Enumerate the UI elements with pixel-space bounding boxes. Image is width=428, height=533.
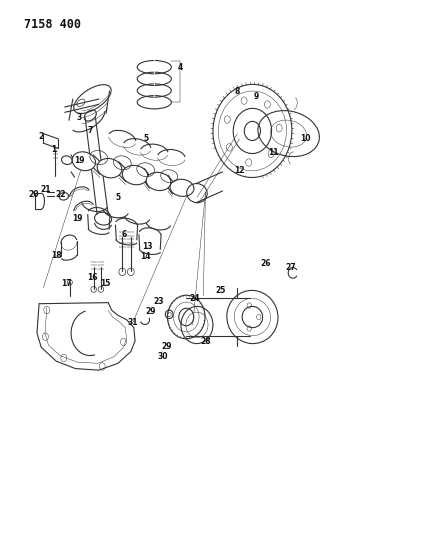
Text: 5: 5 xyxy=(143,134,149,143)
Text: 31: 31 xyxy=(128,318,138,327)
Text: 14: 14 xyxy=(140,253,151,261)
Text: 12: 12 xyxy=(235,166,245,175)
Text: 8: 8 xyxy=(235,86,240,95)
Text: 3: 3 xyxy=(77,113,82,122)
Text: 20: 20 xyxy=(29,190,39,199)
Text: 29: 29 xyxy=(162,342,172,351)
Text: 10: 10 xyxy=(300,134,311,143)
Text: 15: 15 xyxy=(100,279,110,288)
Text: 5: 5 xyxy=(116,193,121,202)
Text: 7: 7 xyxy=(88,126,93,135)
Text: 29: 29 xyxy=(146,307,156,316)
Text: 17: 17 xyxy=(62,279,72,288)
Text: 26: 26 xyxy=(260,260,270,268)
Text: 4: 4 xyxy=(177,63,182,71)
Text: 28: 28 xyxy=(200,337,211,346)
Ellipse shape xyxy=(97,158,122,178)
Text: 16: 16 xyxy=(87,273,98,281)
Ellipse shape xyxy=(170,179,194,196)
Text: 19: 19 xyxy=(72,214,83,223)
Text: 6: 6 xyxy=(122,230,127,239)
Ellipse shape xyxy=(146,172,171,190)
Text: 30: 30 xyxy=(158,352,168,361)
Text: 27: 27 xyxy=(285,263,296,272)
Text: 21: 21 xyxy=(40,185,51,194)
Text: 13: 13 xyxy=(143,242,153,251)
Ellipse shape xyxy=(72,152,95,171)
Text: 9: 9 xyxy=(254,92,259,101)
Text: 22: 22 xyxy=(55,190,65,199)
Text: 23: 23 xyxy=(153,296,164,305)
Text: 25: 25 xyxy=(215,286,226,295)
Text: 1: 1 xyxy=(51,145,56,154)
Text: 2: 2 xyxy=(39,132,44,141)
Text: 7158 400: 7158 400 xyxy=(24,18,81,31)
Text: 18: 18 xyxy=(51,252,62,260)
Text: 19: 19 xyxy=(74,156,85,165)
Ellipse shape xyxy=(122,165,148,185)
Text: 11: 11 xyxy=(268,148,279,157)
Text: 24: 24 xyxy=(190,294,200,303)
